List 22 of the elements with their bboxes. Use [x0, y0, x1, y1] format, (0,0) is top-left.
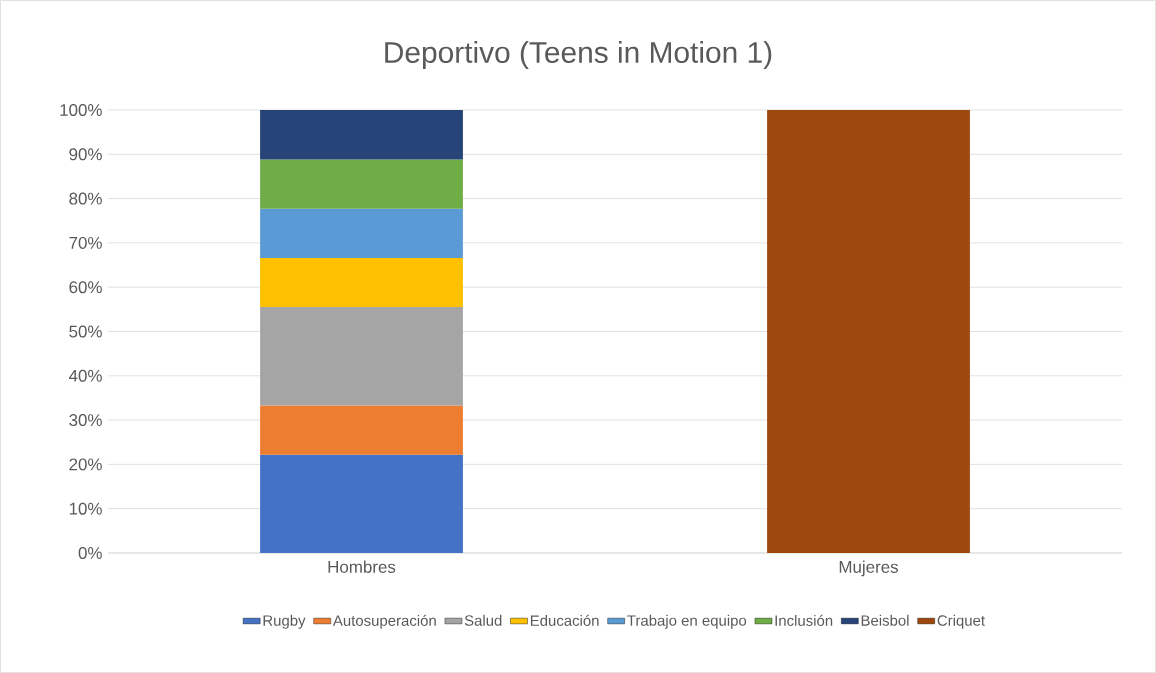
y-tick-label: 50%	[69, 325, 102, 338]
y-tick-label: 70%	[69, 236, 102, 249]
legend-label: Trabajo en equipo	[627, 614, 747, 629]
y-tick-label: 90%	[69, 148, 102, 161]
legend-label: Inclusión	[775, 614, 833, 626]
legend-label: Rugby	[263, 614, 306, 629]
y-tick-label: 80%	[69, 192, 102, 205]
y-tick-label: 30%	[69, 414, 102, 427]
x-tick-label: Mujeres	[839, 560, 898, 577]
y-tick-label: 60%	[69, 281, 102, 294]
y-tick-label: 0%	[78, 546, 102, 559]
y-tick-label: 40%	[68, 369, 102, 382]
chart-title: Deportivo (Teens in Motion 1)	[385, 41, 772, 69]
legend-label: Autosuperación	[332, 614, 436, 629]
legend-label: Educación	[530, 614, 599, 626]
legend-label: Criquet	[937, 614, 985, 629]
legend-label: Salud	[464, 614, 502, 626]
y-tick-label: 10%	[69, 502, 102, 515]
x-tick-label: Hombres	[328, 560, 396, 573]
y-tick-label: 100%	[60, 103, 102, 116]
y-tick-label: 20%	[69, 458, 102, 471]
legend-label: Beisbol	[861, 614, 909, 626]
